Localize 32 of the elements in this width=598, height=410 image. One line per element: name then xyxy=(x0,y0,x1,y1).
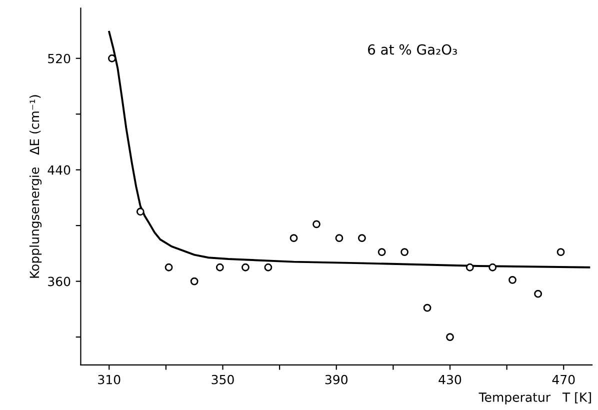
x-tick-label: 430 xyxy=(438,374,462,384)
x-tick-label: 350 xyxy=(212,374,234,384)
point xyxy=(466,263,474,272)
line-series xyxy=(108,30,590,268)
point xyxy=(242,263,250,272)
point xyxy=(358,234,366,242)
x-tick-label: 310 xyxy=(98,374,120,384)
point xyxy=(335,234,344,242)
y-tick-label: 360 xyxy=(48,276,70,286)
y-tick-label: 440 xyxy=(48,165,70,175)
point xyxy=(400,248,408,256)
y-tick-label: 520 xyxy=(48,54,70,64)
point xyxy=(136,208,144,216)
point xyxy=(556,248,565,256)
point xyxy=(488,263,497,272)
x-axis-title: Temperatur T [K] xyxy=(478,392,591,404)
point xyxy=(290,234,298,242)
point xyxy=(216,263,224,272)
x-tick-label: 470 xyxy=(552,374,575,384)
point xyxy=(190,277,198,286)
point xyxy=(264,263,272,272)
y-axis-title: Kopplungsenergie ΔE (cm⁻¹) xyxy=(29,95,42,278)
point xyxy=(164,263,173,272)
point xyxy=(446,333,454,341)
point xyxy=(312,220,320,228)
point xyxy=(534,290,542,298)
point xyxy=(423,304,432,312)
x-tick-label: 390 xyxy=(325,374,348,384)
point xyxy=(508,276,516,284)
point xyxy=(378,248,386,256)
annotation: 6 at % Ga₂O₃ xyxy=(368,44,457,55)
point xyxy=(108,54,116,62)
